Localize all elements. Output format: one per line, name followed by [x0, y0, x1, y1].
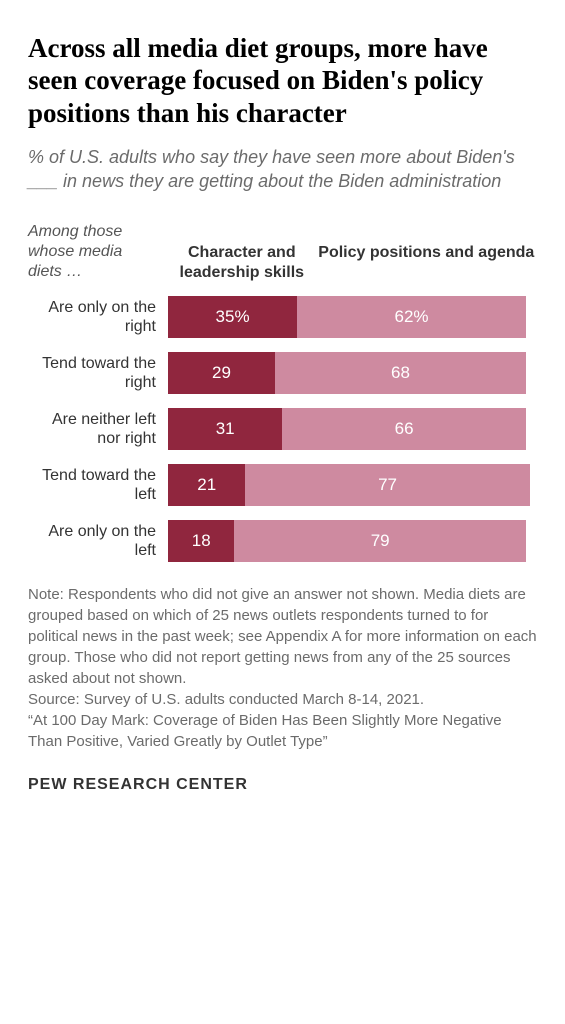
bar-track: 2177: [168, 464, 537, 506]
chart-row: Tend toward the left2177: [28, 464, 537, 506]
bar-track: 3166: [168, 408, 537, 450]
column-header-policy: Policy positions and agenda: [316, 243, 537, 281]
row-label: Tend toward the left: [28, 466, 168, 504]
chart-header: Among those whose media diets … Characte…: [28, 222, 537, 282]
chart-row: Are only on the right35%62%: [28, 296, 537, 338]
bar-segment-character: 21: [168, 464, 245, 506]
chart-row: Are neither left nor right3166: [28, 408, 537, 450]
bar-segment-policy: 66: [282, 408, 526, 450]
row-label: Are only on the left: [28, 522, 168, 560]
bar-segment-remainder: [530, 464, 537, 506]
chart-title: Across all media diet groups, more have …: [28, 32, 537, 129]
chart-subtitle: % of U.S. adults who say they have seen …: [28, 145, 537, 194]
chart-row: Tend toward the right2968: [28, 352, 537, 394]
bar-segment-policy: 62%: [297, 296, 526, 338]
chart-note: Note: Respondents who did not give an an…: [28, 584, 537, 752]
bar-segment-character: 18: [168, 520, 234, 562]
bar-segment-policy: 68: [275, 352, 526, 394]
chart-rows: Are only on the right35%62%Tend toward t…: [28, 296, 537, 562]
bar-segment-remainder: [526, 352, 537, 394]
bar-segment-policy: 79: [234, 520, 526, 562]
bar-segment-remainder: [526, 296, 537, 338]
column-header-character: Character and leadership skills: [168, 243, 316, 281]
bar-segment-policy: 77: [245, 464, 529, 506]
chart-row: Are only on the left1879: [28, 520, 537, 562]
bar-segment-remainder: [526, 408, 537, 450]
row-label: Are neither left nor right: [28, 410, 168, 448]
row-label: Are only on the right: [28, 298, 168, 336]
bar-segment-remainder: [526, 520, 537, 562]
bar-track: 1879: [168, 520, 537, 562]
bar-segment-character: 35%: [168, 296, 297, 338]
bar-track: 2968: [168, 352, 537, 394]
row-label: Tend toward the right: [28, 354, 168, 392]
bar-segment-character: 29: [168, 352, 275, 394]
column-headers: Character and leadership skills Policy p…: [168, 243, 537, 281]
axis-group-label: Among those whose media diets …: [28, 222, 168, 282]
chart: Among those whose media diets … Characte…: [28, 222, 537, 562]
source-org: PEW RESEARCH CENTER: [28, 776, 537, 794]
bar-segment-character: 31: [168, 408, 282, 450]
bar-track: 35%62%: [168, 296, 537, 338]
